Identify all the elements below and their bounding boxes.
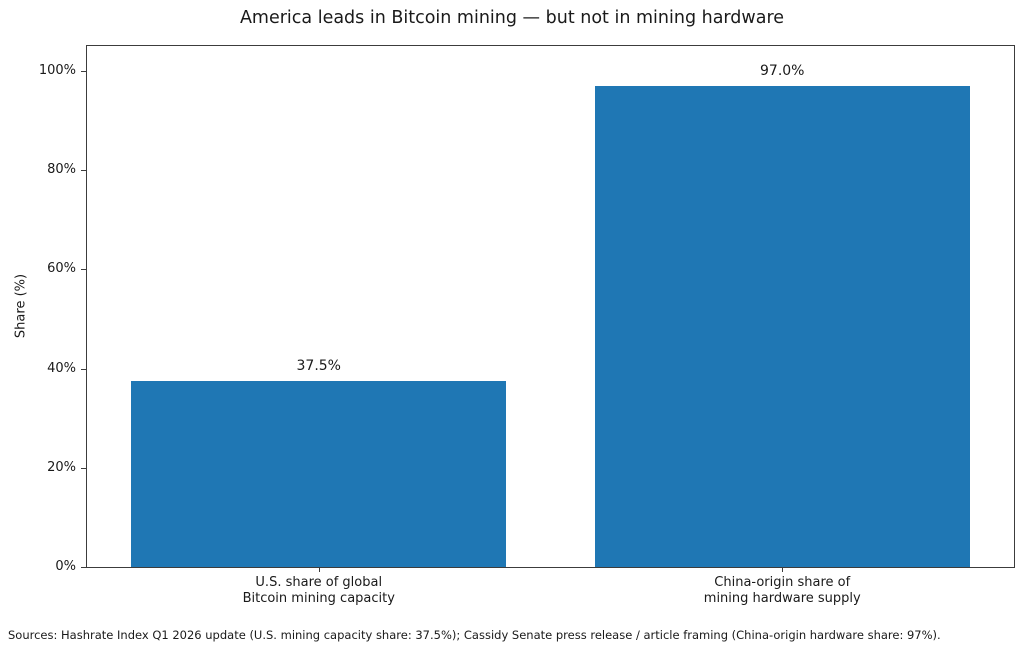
x-category-label: U.S. share of global Bitcoin mining capa… <box>242 575 395 606</box>
bar-2 <box>594 85 970 567</box>
x-category-label: China-origin share of mining hardware su… <box>703 575 861 606</box>
x-tick-mark <box>782 568 784 572</box>
bar-value-label: 37.5% <box>296 357 341 374</box>
y-tick-label: 40% <box>47 360 76 376</box>
y-tick-mark <box>81 467 86 469</box>
y-tick-mark <box>81 567 86 568</box>
y-tick-label: 0% <box>55 559 76 574</box>
plot-area: 37.5% 97.0% <box>86 45 1015 568</box>
y-tick-label: 100% <box>38 62 76 78</box>
y-tick-mark <box>81 368 86 370</box>
y-tick-mark <box>81 170 86 172</box>
y-tick-label: 80% <box>47 162 76 178</box>
bar-1 <box>131 380 507 567</box>
y-tick-label: 60% <box>47 261 76 277</box>
x-tick-mark <box>318 568 320 572</box>
bar-value-label: 97.0% <box>760 62 805 79</box>
source-note: Sources: Hashrate Index Q1 2026 update (… <box>8 628 941 642</box>
y-tick-mark <box>81 70 86 72</box>
y-tick-label: 20% <box>47 459 76 475</box>
y-axis-label: Share (%) <box>13 273 29 339</box>
chart-title: America leads in Bitcoin mining — but no… <box>239 8 785 28</box>
y-tick-mark <box>81 269 86 271</box>
